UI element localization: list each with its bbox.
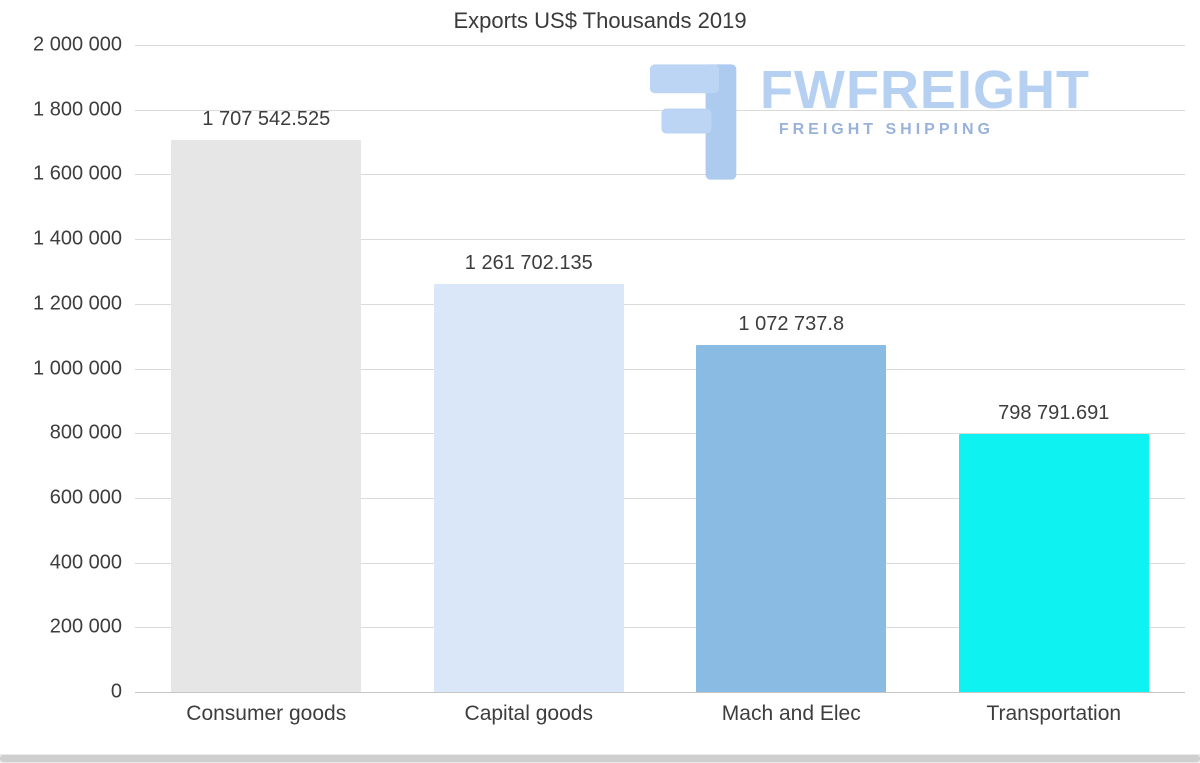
y-axis-tick-label: 1 200 000 [33, 292, 122, 315]
gridline [135, 433, 1185, 435]
gridline [135, 303, 1185, 305]
y-axis-tick-label: 0 [110, 680, 122, 703]
bar-transportation[interactable] [958, 433, 1149, 692]
gridline [135, 627, 1185, 629]
bar-value-label: 1 072 737.8 [738, 312, 845, 335]
gridline [135, 239, 1185, 241]
y-axis-tick-label: 400 000 [49, 551, 122, 574]
bar-value-label: 1 261 702.135 [464, 251, 593, 274]
y-axis-tick-label: 600 000 [49, 486, 122, 509]
gridline [135, 109, 1185, 111]
bars-container: 1 707 542.525 1 261 702.135 1 072 737.8 798… [135, 45, 1185, 692]
bar-slot-mach-and-elec: 1 072 737.8 [660, 45, 923, 692]
y-axis-tick-label: 1 800 000 [33, 98, 122, 121]
y-axis: 0 200 000 400 000 600 000 800 000 1 000 000 1 … [0, 34, 122, 703]
bar-mach-and-elec[interactable] [696, 344, 887, 692]
bar-slot-consumer-goods: 1 707 542.525 [135, 45, 398, 692]
y-axis-tick-label: 1 000 000 [33, 357, 122, 379]
y-axis-tick-label: 800 000 [49, 421, 122, 444]
y-axis-tick-label: 2 000 000 [33, 33, 122, 56]
x-axis-category-label: Consumer goods [186, 702, 347, 725]
gridline [135, 692, 1185, 693]
y-axis-tick-label: 1 600 000 [33, 162, 122, 185]
y-axis-tick-label: 200 000 [49, 615, 122, 638]
x-axis: Consumer goods Capital goods Mach and Elec… [135, 702, 1185, 726]
gridline [135, 497, 1185, 499]
bar-slot-capital-goods: 1 261 702.135 [398, 45, 661, 692]
x-axis-category-label: Mach and Elec [721, 702, 861, 725]
bar-consumer-goods[interactable] [171, 139, 362, 692]
x-axis-category-label: Transportation [986, 702, 1122, 725]
bar-value-label: 1 707 542.525 [202, 107, 331, 130]
horizontal-scrollbar-thumb[interactable] [0, 755, 1200, 762]
gridline [135, 45, 1185, 46]
gridline [135, 562, 1185, 564]
y-axis-tick-label: 1 400 000 [33, 227, 122, 250]
chart-title: Exports US$ Thousands 2019 [453, 8, 747, 33]
bar-value-label: 798 791.691 [998, 401, 1110, 424]
horizontal-scrollbar[interactable] [0, 754, 1200, 763]
bar-slot-transportation: 798 791.691 [923, 45, 1186, 692]
x-axis-category-label: Capital goods [464, 702, 593, 725]
bar-capital-goods[interactable] [433, 283, 624, 692]
plot-area: 1 707 542.525 1 261 702.135 1 072 737.8 798… [135, 45, 1185, 693]
gridline [135, 174, 1185, 176]
gridline [135, 368, 1185, 370]
